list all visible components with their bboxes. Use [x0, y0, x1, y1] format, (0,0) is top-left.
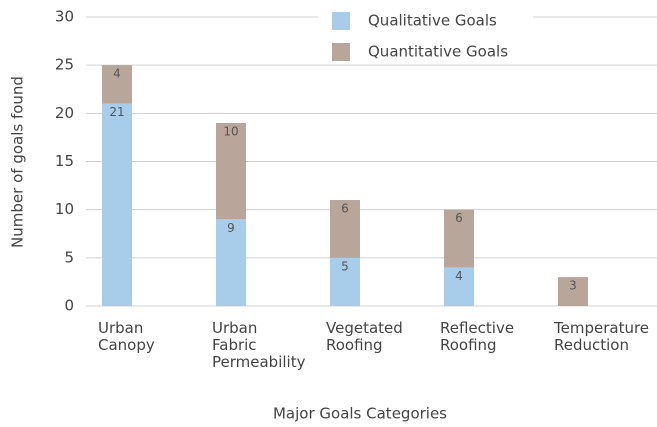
value-label: 10 — [223, 124, 238, 138]
value-label: 3 — [569, 279, 577, 293]
x-tick-label: Urban Canopy — [98, 319, 155, 354]
value-label: 6 — [455, 211, 463, 225]
bar-segment — [444, 267, 474, 306]
y-tick-label: 20 — [55, 104, 74, 122]
bar-segment — [330, 200, 360, 258]
x-tick-label: Temperature Reduction — [553, 319, 654, 354]
value-label: 6 — [341, 202, 349, 216]
legend-swatch — [332, 12, 350, 30]
bar-segment — [216, 219, 246, 306]
legend-label: Quantitative Goals — [368, 43, 508, 61]
y-tick-label: 5 — [64, 248, 74, 266]
legend-background — [318, 4, 533, 64]
x-axis-label: Major Goals Categories — [273, 405, 447, 423]
x-tick-label: Urban Fabric Permeability — [212, 319, 306, 371]
value-label: 4 — [113, 67, 121, 81]
x-tick-label: Reflective Roofing — [440, 319, 519, 354]
y-tick-label: 0 — [64, 297, 74, 315]
bar-segment — [216, 122, 246, 220]
value-label: 4 — [455, 269, 463, 283]
bar-segment — [102, 65, 132, 104]
value-label: 9 — [227, 221, 235, 235]
x-tick-label: Vegetated Roofing — [326, 319, 408, 354]
y-tick-label: 15 — [55, 152, 74, 170]
bar-segment — [444, 209, 474, 268]
value-label: 5 — [341, 259, 349, 273]
y-axis-label: Number of goals found — [9, 76, 27, 248]
y-tick-label: 30 — [55, 8, 74, 26]
value-label: 21 — [109, 105, 124, 119]
legend-label: Qualitative Goals — [368, 12, 497, 30]
bar-segment — [558, 277, 588, 306]
bar-segment — [330, 257, 360, 306]
y-tick-label: 10 — [55, 200, 74, 218]
y-tick-label: 25 — [55, 56, 74, 74]
bar-segment — [102, 103, 132, 306]
legend-swatch — [332, 43, 350, 61]
